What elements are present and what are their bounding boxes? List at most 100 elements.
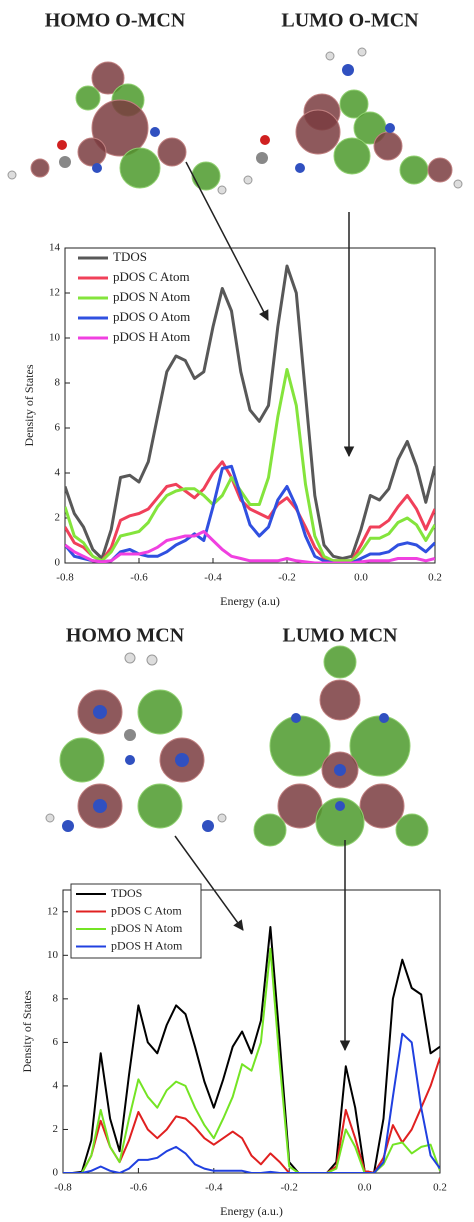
molecule-lumo-omcn — [243, 47, 463, 189]
atom — [334, 764, 346, 776]
series-line — [65, 464, 435, 563]
orbital-lobe — [77, 137, 107, 167]
orbital-lobe — [269, 715, 331, 777]
atom — [260, 135, 270, 145]
legend-label: pDOS N Atom — [113, 289, 190, 304]
x-tick-label: -0.4 — [205, 1182, 223, 1194]
y-tick-label: 6 — [53, 1036, 59, 1048]
orbital-lobe — [137, 689, 183, 735]
atom — [325, 51, 335, 61]
series-line — [65, 530, 435, 563]
x-tick-label: 0.2 — [428, 572, 442, 584]
y-tick-label: 10 — [47, 949, 59, 961]
y-tick-label: 0 — [55, 557, 61, 569]
orbital-lobe — [277, 783, 323, 829]
x-tick-label: -0.8 — [56, 572, 74, 584]
atom — [243, 175, 253, 185]
series-line — [65, 368, 435, 563]
legend-label: pDOS H Atom — [111, 938, 183, 952]
orbital-lobe — [349, 715, 411, 777]
legend-label: pDOS C Atom — [113, 269, 190, 284]
x-tick-label: -0.6 — [130, 1182, 148, 1194]
atom — [175, 753, 189, 767]
orbital-lobe — [253, 813, 287, 847]
orbital-lobe — [319, 679, 361, 721]
molecule-homo-mcn — [45, 652, 227, 832]
y-tick-label: 8 — [53, 992, 59, 1004]
orbital-lobe — [359, 783, 405, 829]
arrow-line — [185, 161, 269, 321]
orbital-heading: LUMO MCN — [283, 625, 399, 647]
legend-label: TDOS — [111, 886, 142, 900]
y-tick-label: 4 — [55, 467, 61, 479]
atom — [150, 127, 160, 137]
x-tick-label: 0.2 — [433, 1182, 447, 1194]
orbital-lobe — [315, 797, 365, 847]
atom — [256, 152, 268, 164]
plot-frame — [64, 247, 436, 564]
y-tick-label: 2 — [53, 1123, 59, 1135]
atom — [93, 799, 107, 813]
orbital-lobe — [119, 147, 161, 189]
molecule-homo-omcn — [7, 61, 227, 195]
y-axis-label: Density of States — [20, 990, 34, 1072]
series-line — [63, 926, 440, 1173]
atom — [57, 140, 67, 150]
orbital-lobe — [339, 89, 369, 119]
atom — [335, 801, 345, 811]
atom — [217, 185, 227, 195]
atom — [93, 705, 107, 719]
atom — [357, 47, 367, 57]
x-tick-label: -0.6 — [130, 572, 148, 584]
atom — [7, 170, 17, 180]
orbital-lobe — [91, 99, 149, 157]
x-tick-label: -0.2 — [278, 572, 295, 584]
atom — [385, 123, 395, 133]
atom — [295, 163, 305, 173]
arrow — [174, 161, 355, 1052]
orbital-lobe — [395, 813, 429, 847]
orbital-lobe — [75, 85, 101, 111]
atom — [124, 729, 136, 741]
orbital-lobe — [373, 131, 403, 161]
atom — [59, 156, 71, 168]
y-tick-label: 6 — [55, 422, 61, 434]
y-tick-label: 4 — [53, 1079, 59, 1091]
legend-label: pDOS C Atom — [111, 903, 182, 917]
orbital-lobe — [137, 783, 183, 829]
orbital-heading: LUMO O-MCN — [281, 10, 419, 32]
x-tick-label: -0.4 — [204, 572, 222, 584]
atom — [453, 179, 463, 189]
atom — [124, 652, 136, 664]
y-tick-label: 14 — [49, 242, 61, 254]
atom — [146, 654, 158, 666]
x-axis-label: Energy (a.u) — [220, 594, 280, 608]
y-axis-label: Density of States — [22, 364, 36, 446]
atom — [379, 713, 389, 723]
atom — [125, 755, 135, 765]
legend-label: TDOS — [113, 249, 147, 264]
series-line — [63, 947, 440, 1173]
orbital-lobe — [333, 137, 371, 175]
legend-label: pDOS N Atom — [111, 921, 183, 935]
x-tick-label: 0.0 — [358, 1182, 372, 1194]
legend-label: pDOS O Atom — [113, 309, 190, 324]
molecule-lumo-mcn — [253, 645, 429, 847]
x-tick-label: 0.0 — [354, 572, 368, 584]
y-tick-label: 0 — [53, 1167, 59, 1179]
atom — [342, 64, 354, 76]
y-tick-label: 12 — [49, 287, 60, 299]
atom — [45, 813, 55, 823]
x-axis-label: Energy (a.u.) — [220, 1204, 283, 1218]
y-tick-label: 2 — [55, 512, 61, 524]
series-line — [63, 1032, 440, 1173]
orbital-lobe — [323, 645, 357, 679]
series-line — [65, 264, 435, 560]
series-line — [65, 460, 435, 563]
x-tick-label: -0.2 — [280, 1182, 297, 1194]
atom — [291, 713, 301, 723]
orbital-lobe — [157, 137, 187, 167]
orbital-lobe — [91, 61, 125, 95]
orbital-lobe — [191, 161, 221, 191]
